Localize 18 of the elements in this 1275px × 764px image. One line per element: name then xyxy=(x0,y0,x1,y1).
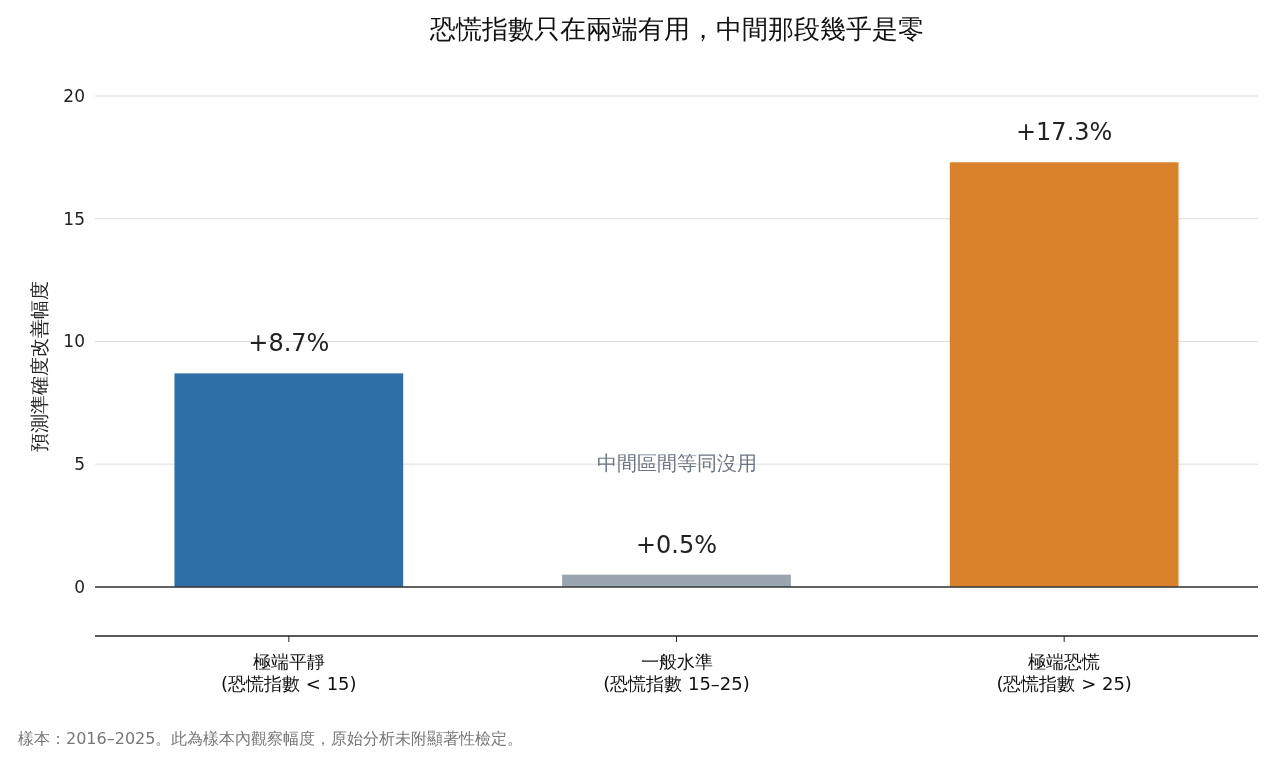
bar xyxy=(562,574,791,587)
y-tick-label: 0 xyxy=(74,576,85,597)
chart-title: 恐慌指數只在兩端有用，中間那段幾乎是零 xyxy=(428,14,924,44)
y-tick-label: 5 xyxy=(74,454,85,475)
x-tick-label: 極端恐慌 (恐慌指數 > 25) xyxy=(996,651,1132,694)
data-label: +8.7% xyxy=(248,329,330,358)
text: 樣本：2016–2025。此為樣本內觀察幅度，原始分析未附顯著性檢定。 xyxy=(18,729,524,748)
bar xyxy=(174,373,404,587)
y-tick-label: 15 xyxy=(63,208,85,229)
annotation: 中間區間等同沒用 xyxy=(596,451,757,475)
bar xyxy=(949,162,1179,587)
x-tick-label: 一般水準 (恐慌指數 15–25) xyxy=(603,651,750,694)
data-label: +17.3% xyxy=(1015,118,1113,147)
x-tick-label: 極端平靜 (恐慌指數 < 15) xyxy=(221,651,357,694)
y-tick-label: 20 xyxy=(63,86,85,106)
data-label: +0.5% xyxy=(635,530,718,559)
y-axis-title: 預測準確度改善幅度 xyxy=(28,280,50,452)
y-tick-label: 10 xyxy=(63,331,85,352)
